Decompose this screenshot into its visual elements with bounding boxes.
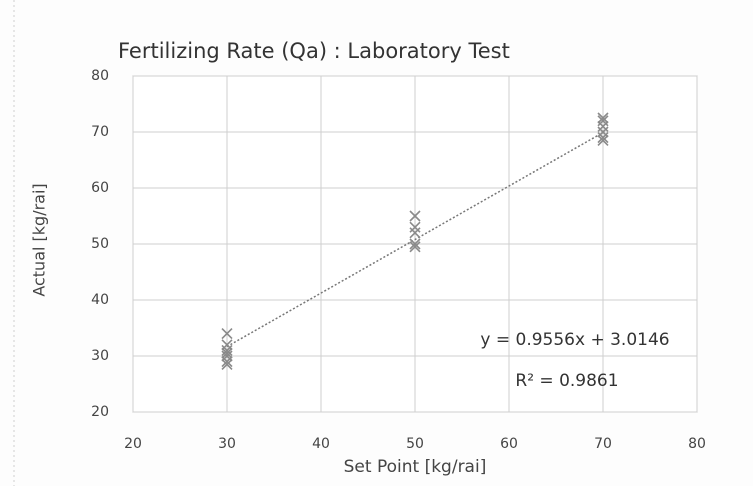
- x-tick-label: 70: [594, 436, 612, 452]
- x-axis-label: Set Point [kg/rai]: [344, 457, 487, 477]
- x-tick-label: 30: [218, 436, 236, 452]
- x-tick-label: 20: [124, 436, 142, 452]
- chart: Fertilizing Rate (Qa) : Laboratory Test …: [0, 0, 753, 486]
- r-squared: R² = 0.9861: [515, 371, 618, 391]
- y-tick-label: 40: [91, 292, 109, 308]
- y-tick-label: 60: [91, 180, 109, 196]
- x-tick-label: 40: [312, 436, 330, 452]
- y-axis-label: Actual [kg/rai]: [30, 183, 49, 296]
- y-tick-label: 80: [91, 68, 109, 84]
- y-tick-label: 20: [91, 404, 109, 420]
- x-tick-label: 60: [500, 436, 518, 452]
- chart-title: Fertilizing Rate (Qa) : Laboratory Test: [118, 39, 510, 63]
- trend-equation: y = 0.9556x + 3.0146: [480, 330, 669, 350]
- y-tick-label: 50: [91, 236, 109, 252]
- x-tick-label: 80: [688, 436, 706, 452]
- y-tick-label: 30: [91, 348, 109, 364]
- y-tick-label: 70: [91, 124, 109, 140]
- x-tick-label: 50: [406, 436, 424, 452]
